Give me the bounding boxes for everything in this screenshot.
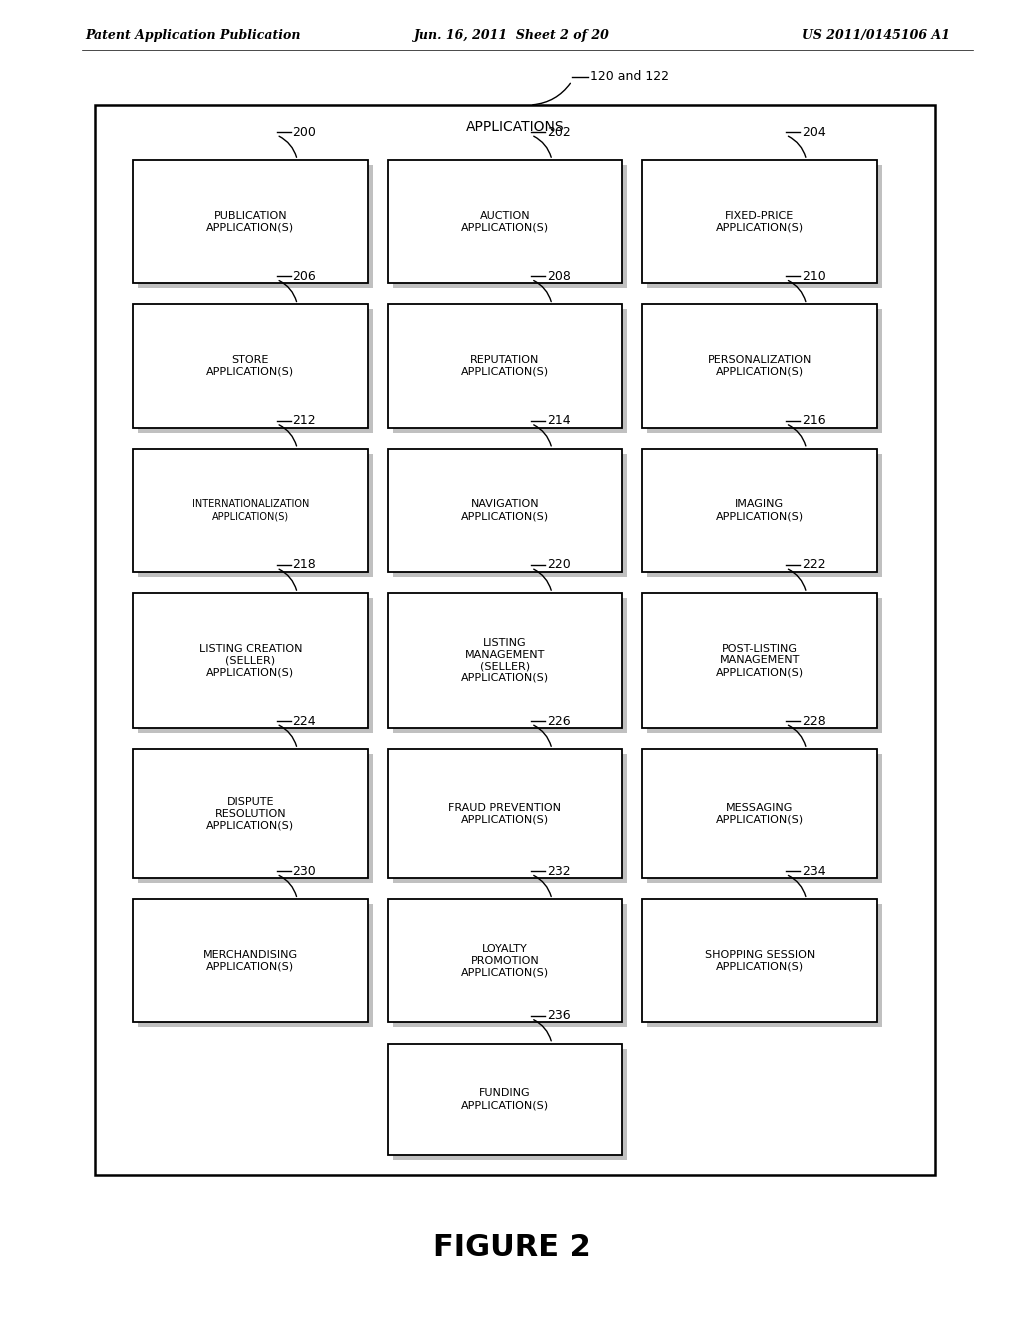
Text: FUNDING
APPLICATION(S): FUNDING APPLICATION(S) (461, 1089, 549, 1110)
Bar (392, 754, 628, 883)
Text: 220: 220 (547, 558, 571, 572)
Bar (392, 1048, 628, 1160)
Text: DISPUTE
RESOLUTION
APPLICATION(S): DISPUTE RESOLUTION APPLICATION(S) (206, 797, 294, 830)
Bar (138, 598, 373, 733)
Text: FIGURE 2: FIGURE 2 (433, 1233, 591, 1262)
Text: LISTING
MANAGEMENT
(SELLER)
APPLICATION(S): LISTING MANAGEMENT (SELLER) APPLICATION(… (461, 638, 549, 682)
Text: 204: 204 (802, 125, 825, 139)
Bar (642, 305, 877, 428)
Text: 234: 234 (802, 865, 825, 878)
Text: 200: 200 (293, 125, 316, 139)
Text: 232: 232 (547, 865, 570, 878)
Bar (133, 899, 368, 1023)
Text: APPLICATIONS: APPLICATIONS (466, 120, 564, 135)
Bar (138, 454, 373, 577)
Text: 210: 210 (802, 269, 825, 282)
Bar (642, 449, 877, 572)
Text: Jun. 16, 2011  Sheet 2 of 20: Jun. 16, 2011 Sheet 2 of 20 (414, 29, 610, 41)
Text: AUCTION
APPLICATION(S): AUCTION APPLICATION(S) (461, 211, 549, 232)
Text: MERCHANDISING
APPLICATION(S): MERCHANDISING APPLICATION(S) (203, 950, 298, 972)
Text: LISTING CREATION
(SELLER)
APPLICATION(S): LISTING CREATION (SELLER) APPLICATION(S) (199, 644, 302, 677)
Text: 228: 228 (802, 714, 825, 727)
Text: 224: 224 (293, 714, 316, 727)
Text: 206: 206 (293, 269, 316, 282)
Text: 218: 218 (293, 558, 316, 572)
Text: NAVIGATION
APPLICATION(S): NAVIGATION APPLICATION(S) (461, 499, 549, 521)
Bar (388, 449, 623, 572)
Text: 236: 236 (547, 1008, 570, 1022)
Text: FRAUD PREVENTION
APPLICATION(S): FRAUD PREVENTION APPLICATION(S) (449, 803, 561, 825)
Text: 226: 226 (547, 714, 570, 727)
Bar (647, 454, 882, 577)
Bar (647, 165, 882, 288)
Bar (392, 165, 628, 288)
Text: POST-LISTING
MANAGEMENT
APPLICATION(S): POST-LISTING MANAGEMENT APPLICATION(S) (716, 644, 804, 677)
Bar (133, 449, 368, 572)
Text: LOYALTY
PROMOTION
APPLICATION(S): LOYALTY PROMOTION APPLICATION(S) (461, 944, 549, 977)
Bar (138, 904, 373, 1027)
Text: PUBLICATION
APPLICATION(S): PUBLICATION APPLICATION(S) (206, 211, 294, 232)
Text: Patent Application Publication: Patent Application Publication (85, 29, 300, 41)
Bar (138, 165, 373, 288)
Bar (392, 454, 628, 577)
Text: 222: 222 (802, 558, 825, 572)
Text: 214: 214 (547, 414, 570, 428)
Bar (138, 754, 373, 883)
Bar (642, 593, 877, 727)
Bar (392, 904, 628, 1027)
Bar (133, 593, 368, 727)
Bar (647, 754, 882, 883)
Text: STORE
APPLICATION(S): STORE APPLICATION(S) (206, 355, 294, 376)
Bar (642, 899, 877, 1023)
Text: US 2011/0145106 A1: US 2011/0145106 A1 (802, 29, 950, 41)
Bar (647, 309, 882, 433)
Bar (133, 748, 368, 878)
Text: MESSAGING
APPLICATION(S): MESSAGING APPLICATION(S) (716, 803, 804, 825)
Text: 208: 208 (547, 269, 571, 282)
Bar (392, 309, 628, 433)
Bar (392, 598, 628, 733)
Bar (388, 305, 623, 428)
Bar (647, 598, 882, 733)
Bar (388, 1044, 623, 1155)
Bar (642, 160, 877, 284)
Bar (388, 899, 623, 1023)
Text: REPUTATION
APPLICATION(S): REPUTATION APPLICATION(S) (461, 355, 549, 376)
Text: 120 and 122: 120 and 122 (590, 70, 669, 83)
Text: SHOPPING SESSION
APPLICATION(S): SHOPPING SESSION APPLICATION(S) (705, 950, 815, 972)
Bar (138, 309, 373, 433)
Text: INTERNATIONALIZATION
APPLICATION(S): INTERNATIONALIZATION APPLICATION(S) (191, 499, 309, 521)
Bar (388, 748, 623, 878)
Bar (388, 593, 623, 727)
Text: 202: 202 (547, 125, 571, 139)
Text: 216: 216 (802, 414, 825, 428)
Bar (133, 305, 368, 428)
Text: IMAGING
APPLICATION(S): IMAGING APPLICATION(S) (716, 499, 804, 521)
Bar (95, 106, 935, 1175)
Bar (647, 904, 882, 1027)
Text: FIXED-PRICE
APPLICATION(S): FIXED-PRICE APPLICATION(S) (716, 211, 804, 232)
Text: 212: 212 (293, 414, 316, 428)
Bar (133, 160, 368, 284)
Text: PERSONALIZATION
APPLICATION(S): PERSONALIZATION APPLICATION(S) (708, 355, 812, 376)
Bar (642, 748, 877, 878)
Bar (388, 160, 623, 284)
Text: 230: 230 (293, 865, 316, 878)
